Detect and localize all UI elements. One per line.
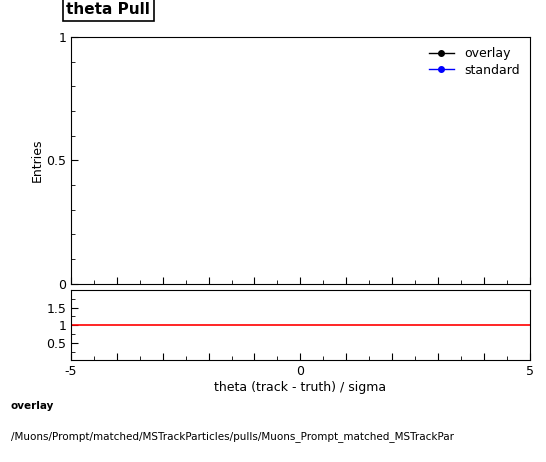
Text: /Muons/Prompt/matched/MSTrackParticles/pulls/Muons_Prompt_matched_MSTrackPar: /Muons/Prompt/matched/MSTrackParticles/p… [11, 431, 454, 442]
Legend: overlay, standard: overlay, standard [424, 42, 525, 82]
Text: overlay: overlay [11, 401, 54, 411]
Text: theta Pull: theta Pull [67, 2, 150, 17]
X-axis label: theta (track - truth) / sigma: theta (track - truth) / sigma [214, 381, 387, 394]
Y-axis label: Entries: Entries [31, 139, 43, 182]
